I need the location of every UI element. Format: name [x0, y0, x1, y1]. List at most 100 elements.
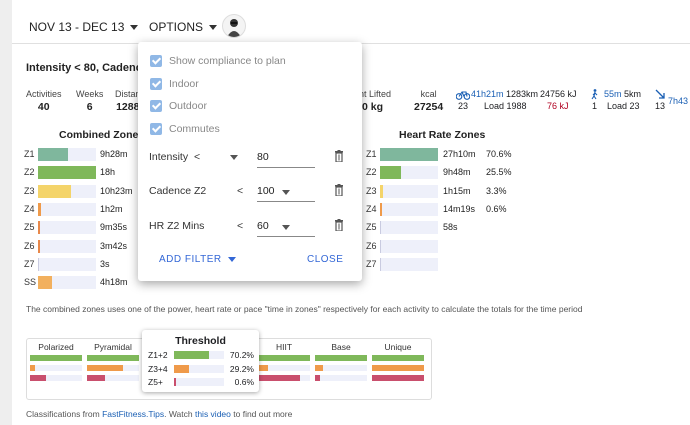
- filter-label: Intensity: [149, 151, 189, 163]
- classification-bar-track: [30, 375, 82, 381]
- indoor-label[interactable]: Indoor: [169, 78, 199, 90]
- classification-bar: [372, 355, 424, 361]
- classification-bar-track: [315, 365, 367, 371]
- operator-dropdown-icon[interactable]: [230, 155, 238, 160]
- hr-value-input[interactable]: 60: [257, 220, 315, 237]
- filter-label: Cadence Z2: [149, 185, 207, 197]
- stat-label: Distan: [115, 89, 141, 99]
- zone-bar-track: [38, 166, 96, 180]
- chevron-down-icon: [209, 25, 218, 31]
- bike-duration: 41h21m: [471, 89, 504, 99]
- classification-bar-track: [87, 365, 139, 371]
- commutes-checkbox[interactable]: [150, 123, 162, 135]
- operator-dropdown-icon[interactable]: [282, 225, 290, 230]
- threshold-bar: [174, 378, 176, 386]
- footer-suffix: to find out more: [230, 409, 293, 419]
- classification-label[interactable]: Polarized: [38, 342, 74, 352]
- threshold-bar-track: [174, 364, 224, 373]
- zone-label: Z2: [24, 167, 35, 178]
- zone-bar-track: [380, 184, 438, 198]
- threshold-bar-track: [174, 378, 224, 386]
- zone-value: 10h23m: [100, 185, 133, 196]
- zone-bar: [38, 239, 40, 253]
- classification-bar: [87, 375, 106, 381]
- bike-energy-secondary: 76 kJ: [547, 101, 569, 111]
- classification-bar: [30, 365, 36, 371]
- filter-operator[interactable]: <: [237, 220, 244, 232]
- classification-label[interactable]: Unique: [384, 342, 412, 352]
- zone-bar-track: [38, 202, 96, 216]
- compliance-checkbox[interactable]: [150, 55, 162, 67]
- threshold-bar-track: [174, 351, 224, 359]
- zone-bar-track: [38, 257, 96, 271]
- intensity-value-input[interactable]: 80: [257, 151, 315, 168]
- classification-label[interactable]: Base: [331, 342, 351, 352]
- indoor-checkbox[interactable]: [150, 78, 162, 90]
- threshold-percent: 70.2%: [229, 350, 254, 360]
- classification-bar-track: [315, 355, 367, 361]
- classification-bar: [372, 365, 424, 371]
- activity-other[interactable]: 7h43 13: [655, 89, 690, 113]
- avatar[interactable]: [222, 14, 246, 38]
- combined-zones-title: Combined Zones: [59, 129, 145, 141]
- zone-bar: [38, 276, 52, 290]
- classification-bar: [258, 355, 310, 361]
- zone-bar: [380, 148, 438, 161]
- stat-label: kcal: [420, 89, 437, 99]
- stat-label: Activities: [26, 89, 62, 99]
- classification-bar: [87, 355, 139, 361]
- classification-bar-track: [87, 375, 139, 381]
- zone-bar: [380, 221, 381, 235]
- top-bar: [12, 0, 690, 44]
- filter-operator[interactable]: <: [194, 151, 201, 163]
- trash-icon[interactable]: [334, 184, 344, 196]
- classification-label[interactable]: Pyramidal: [94, 342, 132, 352]
- classification-bar: [30, 355, 82, 361]
- classification-bar-track: [258, 355, 310, 361]
- filter-operator[interactable]: <: [237, 185, 244, 197]
- classification-bar-track: [372, 365, 424, 371]
- options-button[interactable]: OPTIONS: [149, 20, 218, 34]
- zone-value: 1h2m: [100, 203, 123, 214]
- zone-value: 9h48m: [443, 167, 471, 178]
- classification-bar-track: [372, 375, 424, 381]
- video-link[interactable]: this video: [194, 409, 231, 419]
- outdoor-label[interactable]: Outdoor: [169, 100, 207, 112]
- close-button[interactable]: CLOSE: [307, 254, 344, 265]
- trash-icon[interactable]: [334, 150, 344, 162]
- zone-label: Z5: [24, 222, 35, 233]
- operator-dropdown-icon[interactable]: [282, 190, 290, 195]
- date-range-button[interactable]: NOV 13 - DEC 13: [29, 20, 139, 34]
- zone-bar-track: [380, 221, 438, 235]
- commutes-label[interactable]: Commutes: [169, 123, 220, 135]
- zone-label: Z6: [366, 240, 377, 251]
- fastfitness-link[interactable]: FastFitness.Tips: [102, 409, 165, 419]
- zone-percent: 3.3%: [486, 185, 507, 196]
- zone-percent: 25.5%: [486, 167, 512, 178]
- classification-bar-track: [87, 355, 139, 361]
- compliance-label[interactable]: Show compliance to plan: [169, 55, 286, 67]
- stat-value: 40: [37, 101, 50, 113]
- trash-icon[interactable]: [334, 219, 344, 231]
- stat-value: 6: [86, 101, 93, 113]
- classification-label[interactable]: HIIT: [275, 342, 293, 352]
- page-title: Intensity < 80, Cadence Z: [26, 62, 158, 74]
- zone-label: Z6: [24, 240, 35, 251]
- zone-label: Z4: [24, 203, 35, 214]
- stat-label: Weeks: [76, 89, 104, 99]
- threshold-title: Threshold: [175, 335, 226, 347]
- add-filter-button[interactable]: ADD FILTER: [159, 254, 236, 265]
- zone-label: Z5: [366, 222, 377, 233]
- zone-label: Z4: [366, 203, 377, 214]
- classification-bar-track: [258, 375, 310, 381]
- zone-bar-track: [380, 166, 438, 180]
- footer-text: Classifications from FastFitness.Tips. W…: [26, 409, 292, 419]
- cadence-value-input[interactable]: 100: [257, 185, 315, 202]
- zone-bar: [380, 239, 381, 253]
- zone-label: Z7: [24, 258, 35, 269]
- classification-bar-track: [258, 365, 310, 371]
- threshold-percent: 0.6%: [234, 377, 254, 387]
- stat-value: 1288: [116, 101, 140, 113]
- outdoor-checkbox[interactable]: [150, 100, 162, 112]
- stat-label: ght Lifted: [354, 89, 392, 99]
